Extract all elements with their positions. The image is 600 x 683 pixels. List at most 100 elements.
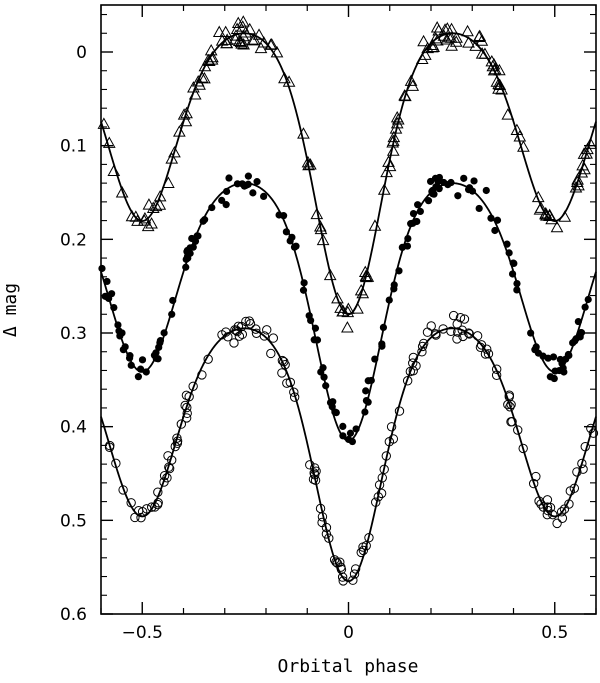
data-point-filled — [299, 286, 308, 294]
data-points — [97, 15, 599, 586]
y-axis-label: Δ mag — [0, 283, 21, 337]
data-point-filled — [407, 220, 415, 228]
data-point-filled — [152, 354, 160, 362]
data-point-open — [251, 324, 261, 334]
data-point-filled — [544, 354, 552, 362]
data-point-filled — [390, 285, 398, 293]
y-tick-label: 0.6 — [60, 605, 87, 625]
data-point-open — [279, 357, 289, 367]
data-point-filled — [532, 343, 540, 351]
data-point-open — [285, 377, 295, 388]
data-point-triangle — [187, 81, 200, 93]
data-point-open — [229, 338, 239, 348]
data-point-open — [588, 428, 599, 438]
data-point-triangle — [550, 220, 564, 233]
data-point-open — [538, 502, 549, 512]
data-point-triangle — [399, 89, 412, 102]
data-point-open — [176, 419, 187, 429]
data-point-filled — [313, 336, 322, 344]
data-point-filled — [549, 353, 558, 361]
data-point-triangle — [493, 78, 507, 91]
data-point-triangle — [359, 269, 373, 281]
data-point-filled — [352, 425, 360, 433]
data-point-filled — [348, 437, 357, 446]
data-point-open — [364, 532, 374, 543]
data-point-open — [374, 480, 385, 490]
data-point-open — [159, 470, 170, 481]
data-point-triangle — [115, 186, 129, 198]
data-point-filled — [118, 329, 126, 337]
data-point-triangle — [539, 206, 553, 219]
data-point-triangle — [386, 144, 400, 156]
data-point-triangle — [426, 38, 439, 51]
data-point-open — [452, 334, 462, 344]
data-point-triangle — [212, 25, 226, 37]
data-point-open — [422, 327, 433, 337]
data-point-triangle — [179, 114, 193, 127]
data-point-triangle — [304, 158, 317, 170]
data-point-open — [188, 381, 198, 391]
data-point-open — [408, 358, 418, 368]
tick-labels: −0.5 0 0.5 0 0.1 0.2 0.3 0.4 0.5 0.6 — [60, 43, 568, 643]
data-point-filled — [329, 398, 337, 406]
data-point-open — [572, 467, 582, 477]
data-point-open — [388, 434, 399, 444]
data-point-open — [557, 513, 568, 523]
y-tick-label: 0.3 — [60, 324, 87, 344]
data-point-open — [153, 487, 163, 497]
data-point-open — [438, 324, 448, 334]
data-point-open — [463, 328, 474, 338]
data-point-open — [417, 347, 427, 357]
data-point-open — [417, 341, 428, 352]
data-point-filled — [362, 387, 370, 395]
data-point-filled — [311, 324, 320, 332]
data-point-filled — [339, 422, 347, 431]
data-point-filled — [332, 408, 340, 417]
data-point-open — [379, 464, 389, 475]
data-point-filled — [364, 377, 372, 385]
data-point-triangle — [246, 33, 260, 46]
data-point-triangle — [543, 208, 556, 221]
data-point-triangle — [493, 63, 506, 76]
data-point-open — [310, 475, 321, 486]
data-point-open — [371, 497, 381, 507]
data-point-open — [452, 319, 462, 329]
data-point-triangle — [173, 125, 186, 137]
data-point-open — [332, 558, 342, 568]
data-point-open — [241, 316, 251, 327]
data-point-filled — [508, 270, 517, 278]
data-point-triangle — [472, 30, 486, 42]
data-point-triangle — [417, 34, 430, 47]
data-point-open — [408, 366, 418, 376]
data-point-open — [586, 423, 596, 434]
data-point-filled — [510, 259, 518, 268]
data-point-triangle — [220, 36, 233, 49]
data-point-open — [356, 547, 366, 558]
data-point-filled — [346, 429, 355, 437]
data-point-triangle — [449, 35, 463, 47]
data-point-open — [181, 390, 192, 401]
data-point-filled — [110, 303, 118, 312]
data-point-filled — [160, 329, 168, 337]
data-point-triangle — [107, 164, 121, 176]
data-point-triangle — [442, 30, 456, 43]
x-tick-label: 0 — [343, 623, 354, 643]
model-curve-line — [100, 32, 597, 316]
data-point-triangle — [316, 233, 330, 246]
data-point-triangle — [264, 38, 278, 50]
data-point-filled — [138, 356, 147, 364]
data-point-open — [317, 517, 327, 528]
data-point-open — [411, 361, 421, 371]
data-point-triangle — [204, 43, 218, 56]
data-point-open — [373, 492, 384, 502]
y-tick-label: 0 — [76, 43, 87, 63]
data-point-triangle — [430, 21, 444, 33]
data-point-triangle — [125, 209, 139, 222]
data-point-open — [348, 575, 358, 585]
data-point-open — [167, 455, 177, 465]
data-point-triangle — [462, 36, 475, 48]
data-point-open — [104, 442, 115, 452]
data-point-open — [430, 329, 441, 339]
data-point-filled — [398, 243, 406, 251]
data-point-triangle — [297, 127, 310, 139]
